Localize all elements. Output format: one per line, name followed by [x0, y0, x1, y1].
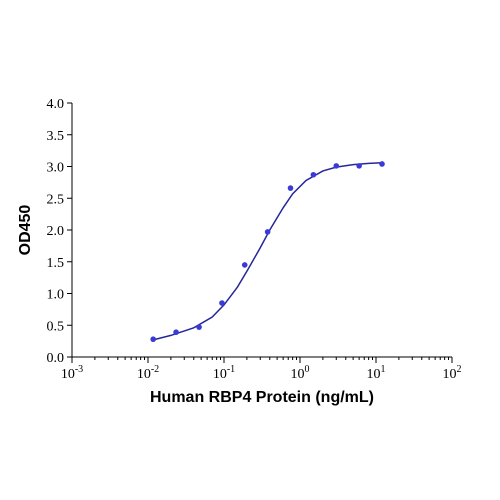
data-point	[356, 163, 362, 169]
y-tick-label: 4.0	[47, 97, 65, 112]
tick-exponent: -3	[75, 364, 83, 375]
tick-base: 10	[443, 367, 457, 382]
x-tick-label: 102	[443, 364, 462, 382]
y-tick-label: 3.5	[47, 129, 65, 144]
data-point	[264, 229, 271, 235]
data-point	[196, 324, 202, 330]
y-tick-label: 1.5	[47, 256, 65, 271]
y-tick-label: 2.5	[47, 192, 65, 207]
y-tick-label: 2.0	[47, 224, 65, 239]
tick-exponent: 2	[457, 364, 462, 375]
x-tick-label: 100	[291, 364, 310, 382]
x-axis-title: Human RBP4 Protein (ng/mL)	[150, 389, 374, 406]
tick-exponent: 0	[305, 364, 310, 375]
data-point	[287, 185, 294, 191]
y-tick-label: 3.0	[47, 161, 65, 176]
y-axis-title: OD450	[17, 205, 34, 256]
data-point	[241, 262, 248, 268]
data-point	[219, 300, 225, 306]
tick-exponent: -2	[151, 364, 159, 375]
tick-base: 10	[137, 367, 151, 382]
data-point	[310, 171, 317, 178]
tick-base: 10	[291, 367, 305, 382]
y-tick-label: 0.0	[47, 351, 65, 366]
tick-base: 10	[61, 367, 75, 382]
data-point	[150, 336, 156, 343]
x-tick-label: 101	[367, 364, 386, 382]
tick-exponent: -1	[227, 364, 235, 375]
x-tick-label: 10-3	[61, 364, 83, 382]
y-tick-label: 1.0	[47, 288, 65, 303]
tick-base: 10	[367, 367, 381, 382]
data-point	[173, 329, 179, 336]
fit-curve	[152, 161, 383, 341]
data-point	[379, 161, 385, 167]
x-tick-label: 10-1	[213, 364, 235, 382]
tick-exponent: 1	[381, 364, 386, 375]
y-tick-label: 0.5	[47, 319, 65, 334]
tick-base: 10	[213, 367, 227, 382]
x-tick-label: 10-2	[137, 364, 159, 382]
data-point	[333, 163, 340, 169]
